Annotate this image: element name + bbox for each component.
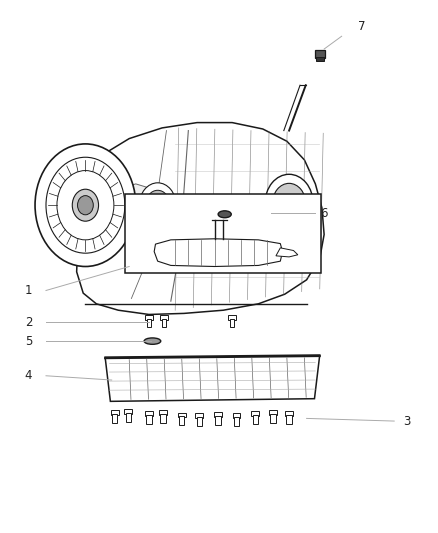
Circle shape [72,189,99,221]
Bar [315,50,325,58]
Bar [214,412,222,417]
Ellipse shape [144,338,161,344]
Bar [285,411,293,416]
Bar [125,194,321,273]
Polygon shape [276,248,298,257]
Text: 4: 4 [25,369,32,382]
Bar [179,416,184,425]
Text: 7: 7 [357,20,365,33]
Bar [269,410,277,415]
Bar [126,413,131,422]
Bar [147,319,151,327]
Text: 5: 5 [25,335,32,348]
Circle shape [46,157,125,253]
Circle shape [57,171,114,240]
Bar [286,415,292,424]
Text: 1: 1 [25,284,32,297]
Text: 2: 2 [25,316,32,329]
Circle shape [139,183,176,228]
Bar [228,315,236,320]
Ellipse shape [218,211,231,217]
Bar [145,315,153,320]
Bar [195,413,203,418]
Bar [160,315,168,320]
Polygon shape [184,216,245,264]
Bar [159,410,167,415]
Bar [251,411,259,416]
Circle shape [272,183,306,224]
Bar [253,415,258,424]
Bar [145,411,153,416]
Circle shape [35,144,136,266]
Bar [233,413,240,418]
Bar [146,415,152,424]
Bar [124,409,132,414]
Bar [197,417,202,426]
Polygon shape [105,355,320,401]
Bar [162,319,166,327]
Bar [160,414,166,423]
Circle shape [145,190,170,220]
Bar [316,57,324,61]
Circle shape [78,196,93,215]
Bar [234,417,239,426]
Polygon shape [107,184,158,224]
Circle shape [265,174,313,233]
Polygon shape [77,123,324,314]
Bar [178,413,186,417]
Polygon shape [154,239,283,266]
Bar [270,414,276,423]
Bar [215,416,221,425]
Bar [111,410,119,415]
Bar [230,319,234,327]
Bar [112,414,117,423]
Text: 6: 6 [320,207,328,220]
Text: 3: 3 [404,415,411,427]
